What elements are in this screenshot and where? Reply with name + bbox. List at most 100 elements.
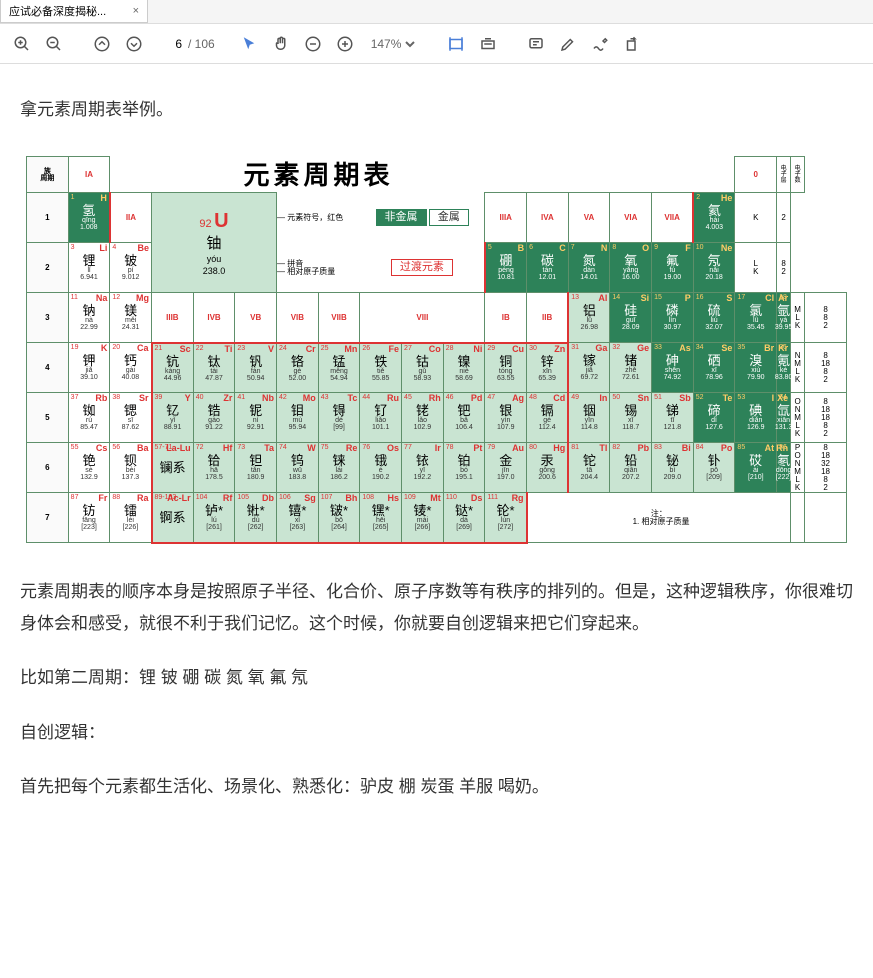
element-As: 33As砷shēn74.92	[652, 343, 694, 393]
fit-width-icon[interactable]	[442, 30, 470, 58]
typewriter-icon[interactable]	[474, 30, 502, 58]
element-F: 9F氟fú19.00	[652, 243, 694, 293]
group-label: VIIA	[652, 193, 694, 243]
element-Br: 35Br溴xiù79.90	[735, 343, 777, 393]
element-Mt: 109Mt鿏*mài[266]	[402, 493, 444, 543]
element-At: 85At砹ài[210]	[735, 443, 777, 493]
element-Pd: 46Pd钯bǎ106.4	[443, 393, 485, 443]
periodic-table-figure: 族周期IA元素周期表0电子层电子数11H氢qīng1.008IIA92 U铀yó…	[20, 148, 853, 552]
paragraph: 元素周期表的顺序本身是按照原子半径、化合价、原子序数等有秩序的排列的。但是，这种…	[20, 576, 853, 641]
element-Al: 13Al铝lǚ26.98	[568, 293, 610, 343]
group-label: VIA	[610, 193, 652, 243]
element-Se: 34Se硒xī78.96	[693, 343, 735, 393]
element-Ra: 88Ra镭léi[226]	[110, 493, 152, 543]
element-Cu: 29Cu铜tóng63.55	[485, 343, 527, 393]
element-Li: 3Li锂lǐ6.941	[68, 243, 110, 293]
tab-bar: 应试必备深度揭秘... ×	[0, 0, 873, 24]
element-Ni: 28Ni镍niè58.69	[443, 343, 485, 393]
tab-close-button[interactable]: ×	[133, 5, 139, 17]
element-Re: 75Re铼lái186.2	[318, 443, 360, 493]
paragraph: 比如第二周期：锂 铍 硼 碳 氮 氧 氟 氖	[20, 662, 853, 694]
page-up-icon[interactable]	[88, 30, 116, 58]
cursor-icon[interactable]	[235, 30, 263, 58]
element-Te: 52Te碲dì127.6	[693, 393, 735, 443]
element-Bi: 83Bi铋bì209.0	[652, 443, 694, 493]
element-He: 2He氦hài4.003	[693, 193, 735, 243]
group-label: IVB	[193, 293, 235, 343]
group-label: VA	[568, 193, 610, 243]
zoom-select[interactable]: 147%	[367, 36, 418, 52]
group-label: IIB	[527, 293, 569, 343]
element-Sn: 50Sn锡xī118.7	[610, 393, 652, 443]
hand-icon[interactable]	[267, 30, 295, 58]
group-label: VB	[235, 293, 277, 343]
highlight-icon[interactable]	[554, 30, 582, 58]
element-Pt: 78Pt铂bó195.1	[443, 443, 485, 493]
element-Rh: 45Rh铑lǎo102.9	[402, 393, 444, 443]
element-B: 5B硼péng10.81	[485, 243, 527, 293]
element-Ca: 20Ca钙gài40.08	[110, 343, 152, 393]
group-label: VIB	[277, 293, 319, 343]
element-Na: 11Na钠nà22.99	[68, 293, 110, 343]
element-Bh: 107Bh𬭛*bō[264]	[318, 493, 360, 543]
element-Fe: 26Fe铁tiě55.85	[360, 343, 402, 393]
element-N: 7N氮dàn14.01	[568, 243, 610, 293]
element-Ge: 32Ge锗zhě72.61	[610, 343, 652, 393]
page-number-input[interactable]	[152, 37, 184, 51]
element-Db: 105Db𬭊*dù[262]	[235, 493, 277, 543]
element-Y: 39Y钇yǐ88.91	[152, 393, 194, 443]
element-Pb: 82Pb铅qiān207.2	[610, 443, 652, 493]
period-label: 4	[27, 343, 69, 393]
period-label: 2	[27, 243, 69, 293]
period-label: 7	[27, 493, 69, 543]
element-V: 23V钒fán50.94	[235, 343, 277, 393]
sign-icon[interactable]	[586, 30, 614, 58]
element-Co: 27Co钴gǔ58.93	[402, 343, 444, 393]
element-Mg: 12Mg镁měi24.31	[110, 293, 152, 343]
legend-box: 92 U铀yóu238.0	[152, 193, 277, 293]
element-AcLr: 89-103Ac-Lr锕系	[152, 493, 194, 543]
element-Xe: 54Xe氙xiān131.3	[777, 393, 791, 443]
table-title: 元素周期表	[243, 160, 393, 190]
comment-icon[interactable]	[522, 30, 550, 58]
paragraph: 拿元素周期表举例。	[20, 94, 853, 126]
period-label: 1	[27, 193, 69, 243]
element-Si: 14Si硅guī28.09	[610, 293, 652, 343]
page-down-icon[interactable]	[120, 30, 148, 58]
element-Os: 76Os锇é190.2	[360, 443, 402, 493]
paragraph: 自创逻辑：	[20, 717, 853, 749]
rotate-icon[interactable]	[618, 30, 646, 58]
group-label: IIIA	[485, 193, 527, 243]
element-W: 74W钨wū183.8	[277, 443, 319, 493]
element-Ba: 56Ba钡bèi137.3	[110, 443, 152, 493]
element-Ru: 44Ru钌liǎo101.1	[360, 393, 402, 443]
element-Hf: 72Hf铪hā178.5	[193, 443, 235, 493]
element-Cr: 24Cr铬gè52.00	[277, 343, 319, 393]
zoom-out-icon[interactable]	[40, 30, 68, 58]
element-Au: 79Au金jīn197.0	[485, 443, 527, 493]
element-Ir: 77Ir铱yī192.2	[402, 443, 444, 493]
zoom-in-icon[interactable]	[8, 30, 36, 58]
element-O: 8O氧yǎng16.00	[610, 243, 652, 293]
table-footnote: 注： 1. 相对原子质量	[527, 493, 791, 543]
element-P: 15P磷lín30.97	[652, 293, 694, 343]
element-Ne: 10Ne氖nǎi20.18	[693, 243, 735, 293]
element-Tc: 43Tc锝dé[99]	[318, 393, 360, 443]
element-Ga: 31Ga镓jiā69.72	[568, 343, 610, 393]
plus-icon[interactable]	[331, 30, 359, 58]
period-label: 5	[27, 393, 69, 443]
element-Cs: 55Cs铯sè132.9	[68, 443, 110, 493]
element-Ag: 47Ag银yín107.9	[485, 393, 527, 443]
document-tab[interactable]: 应试必备深度揭秘... ×	[0, 0, 148, 23]
element-LaLu: 57-71La-Lu镧系	[152, 443, 194, 493]
element-Sg: 106Sg𬭳*xǐ[263]	[277, 493, 319, 543]
group-label: IB	[485, 293, 527, 343]
element-Ds: 110Ds𫟼*dá[269]	[443, 493, 485, 543]
element-Po: 84Po钋pō[209]	[693, 443, 735, 493]
element-Hs: 108Hs𬭶*hēi[265]	[360, 493, 402, 543]
element-Sb: 51Sb锑tī121.8	[652, 393, 694, 443]
paragraph: 首先把每个元素都生活化、场景化、熟悉化：驴皮 棚 炭蛋 羊服 喝奶。	[20, 771, 853, 803]
group-label: IVA	[527, 193, 569, 243]
element-Kr: 36Kr氪kè83.80	[777, 343, 791, 393]
minus-icon[interactable]	[299, 30, 327, 58]
